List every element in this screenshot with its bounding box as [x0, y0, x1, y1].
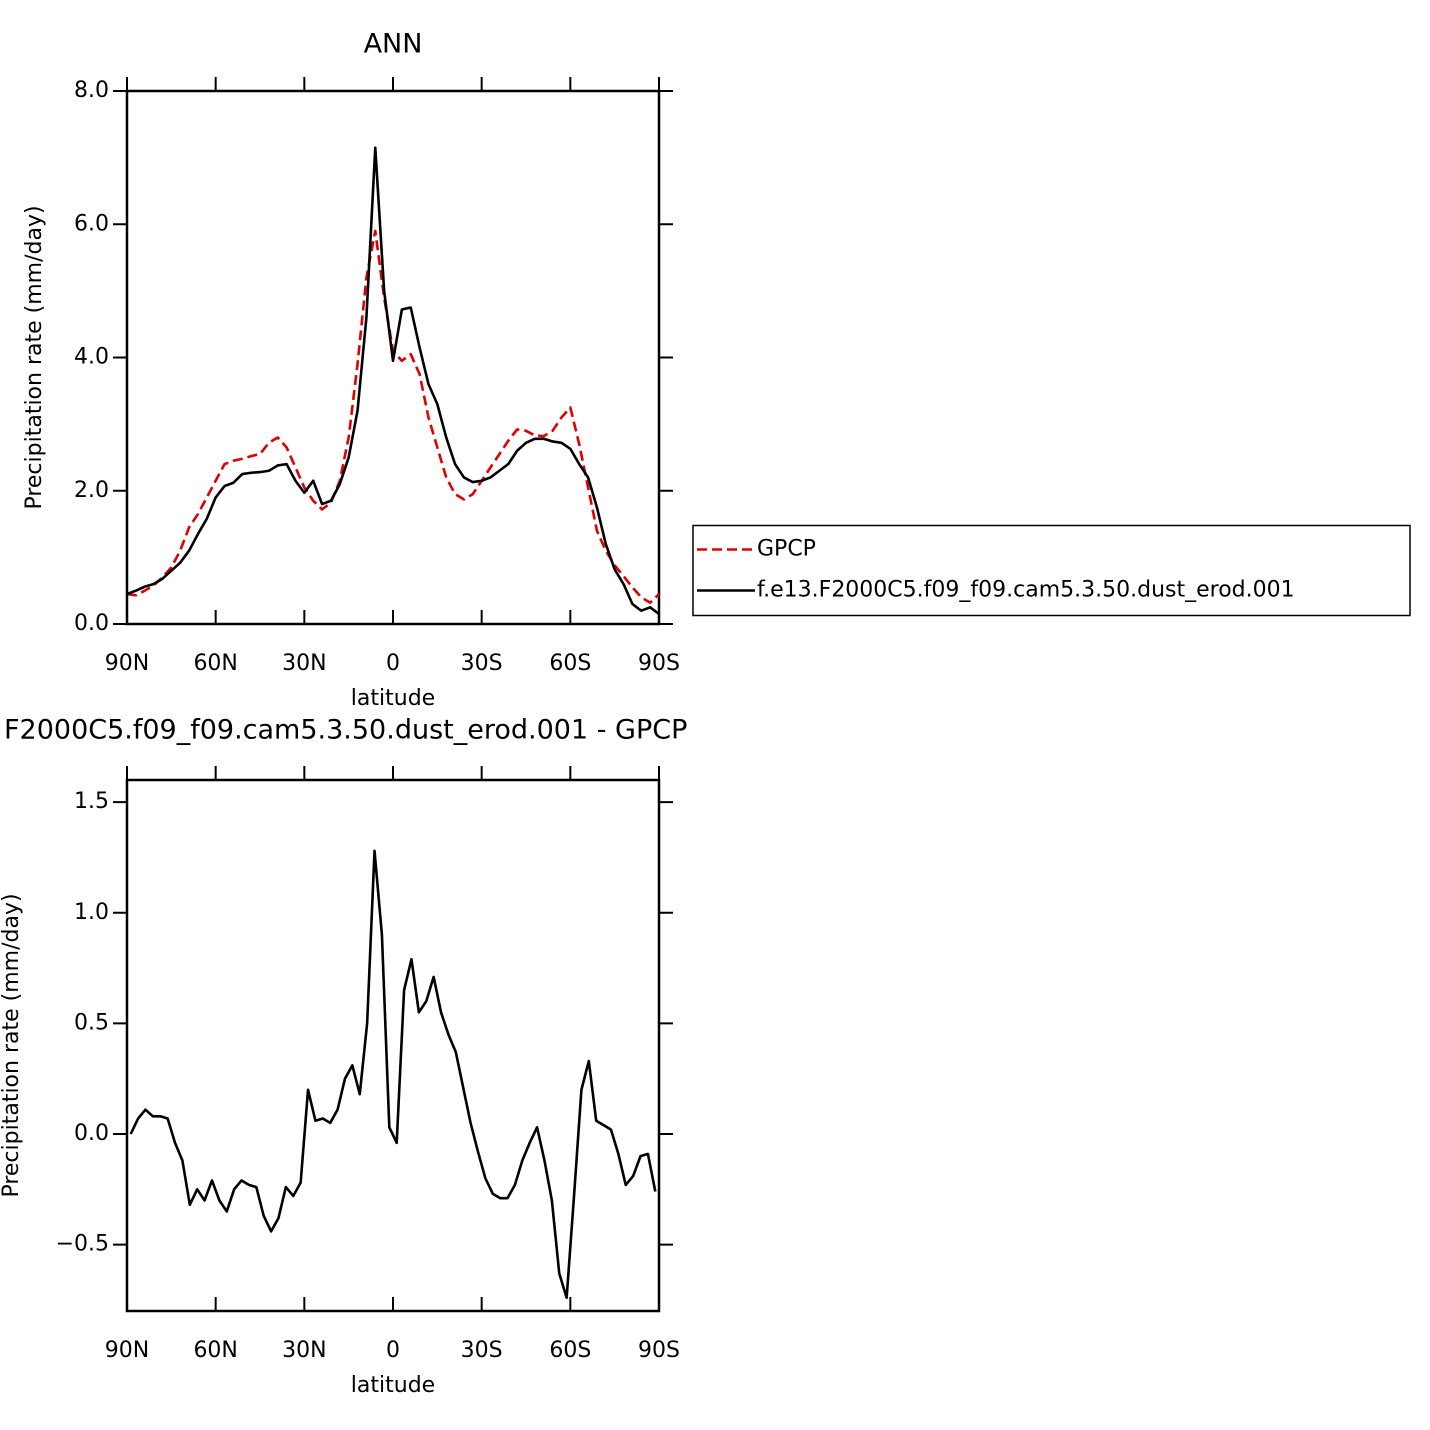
x-tick-label: 90N	[105, 651, 149, 676]
x-tick-label: 0	[386, 651, 400, 676]
y-axis-label: Precipitation rate (mm/day)	[0, 893, 24, 1197]
x-tick-label: 30S	[461, 1338, 503, 1363]
x-tick-label: 30N	[282, 651, 326, 676]
x-tick-label: 30N	[282, 1338, 326, 1363]
x-tick-label: 60N	[193, 651, 237, 676]
data-line	[126, 229, 660, 604]
data-line	[129, 849, 657, 1300]
legend-label: f.e13.F2000C5.f09_f09.cam5.3.50.dust_ero…	[757, 578, 1295, 603]
x-tick-label: 90S	[638, 651, 680, 676]
y-tick-label: 8.0	[74, 78, 109, 103]
y-tick-label: 0.5	[74, 1010, 109, 1035]
chart-title: F2000C5.f09_f09.cam5.3.50.dust_erod.001 …	[4, 715, 687, 746]
x-axis-label: latitude	[351, 1373, 435, 1398]
plot-frame	[125, 778, 661, 1313]
y-axis-label: Precipitation rate (mm/day)	[22, 205, 47, 509]
y-tick-label: 0.0	[74, 1121, 109, 1146]
x-tick-label: 90S	[638, 1338, 680, 1363]
x-tick-label: 90N	[105, 1338, 149, 1363]
x-tick-label: 0	[386, 1338, 400, 1363]
y-tick-label: −0.5	[56, 1232, 109, 1257]
x-tick-label: 60N	[193, 1338, 237, 1363]
y-tick-label: 6.0	[74, 211, 109, 236]
x-tick-label: 30S	[461, 651, 503, 676]
x-tick-label: 60S	[549, 1338, 591, 1363]
x-tick-label: 60S	[549, 651, 591, 676]
legend-label: GPCP	[757, 537, 816, 562]
y-tick-label: 4.0	[74, 345, 109, 370]
y-tick-label: 2.0	[74, 478, 109, 503]
y-tick-label: 1.5	[74, 789, 109, 814]
legend-box	[692, 524, 1411, 617]
x-axis-label: latitude	[351, 686, 435, 711]
data-line	[126, 146, 660, 616]
chart-title: ANN	[364, 29, 423, 60]
y-tick-label: 1.0	[74, 900, 109, 925]
y-tick-label: 0.0	[74, 611, 109, 636]
